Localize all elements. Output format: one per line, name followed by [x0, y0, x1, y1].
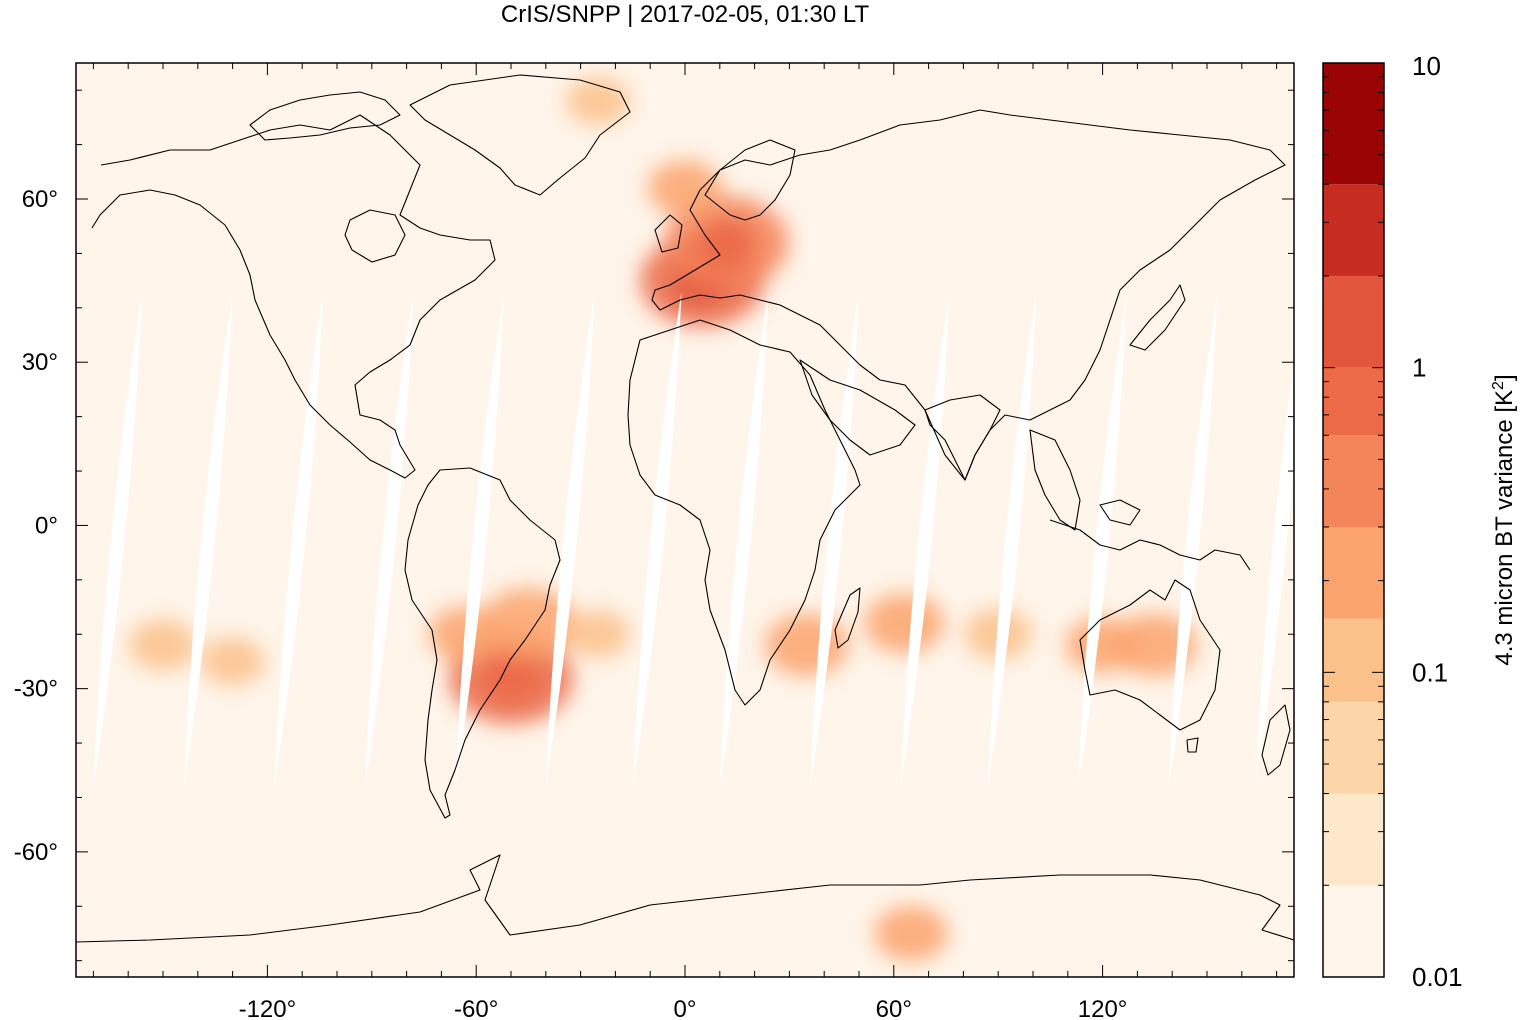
coastline-greenland — [409, 74, 631, 196]
coastline-arabia — [799, 359, 916, 456]
swath-gap — [183, 291, 233, 787]
colorbar-label-main: 4.3 micron BT variance [K — [1491, 390, 1518, 666]
coastline-tasmania — [1186, 737, 1199, 753]
swath-gap — [632, 291, 682, 787]
colorbar-tick-label: 1 — [1412, 353, 1426, 383]
coastline-scandinavia — [704, 139, 796, 221]
swath-gap — [545, 291, 595, 787]
variance-patch — [566, 77, 630, 126]
lon-tick-label: -120° — [239, 996, 297, 1020]
variance-patch — [481, 588, 576, 659]
swath-gap — [1078, 291, 1127, 787]
coastline-british-isles — [654, 214, 683, 253]
variance-patch — [1112, 613, 1197, 677]
coastline-antarctica — [76, 854, 1294, 943]
latitude-axis: 60° 30° 0° -30° -60° — [14, 89, 1294, 962]
coastline-north-america — [91, 114, 496, 479]
variance-patch — [1065, 617, 1140, 673]
longitude-axis: -120° -60° 0° 60° 120° — [92, 63, 1278, 1020]
coastline-south-america — [404, 467, 561, 819]
coastline-india — [924, 394, 1001, 481]
colorbar-bin — [1323, 184, 1384, 276]
coastline-europe-asia — [651, 109, 1286, 481]
colorbar-bin — [1323, 885, 1384, 977]
swath-gap — [810, 291, 859, 787]
colorbar-bin — [1323, 526, 1384, 619]
colorbar-bin — [1323, 63, 1384, 185]
lat-tick-label: -60° — [14, 839, 58, 866]
coastline-japan — [1129, 284, 1186, 351]
lon-tick-label: 60° — [876, 996, 912, 1020]
swath-gap — [93, 291, 143, 787]
lat-tick-label: 30° — [22, 349, 58, 376]
lon-tick-label: 0° — [674, 996, 697, 1020]
colorbar-label: 4.3 micron BT variance [K2] — [1490, 374, 1518, 665]
coastlines — [76, 74, 1294, 943]
colorbar-tick-label: 0.01 — [1412, 962, 1463, 992]
variance-patch — [129, 619, 197, 671]
colorbar-bin — [1323, 367, 1384, 436]
variance-patch — [874, 905, 949, 962]
colorbar-label-end: ] — [1491, 374, 1518, 381]
colorbar-bin — [1323, 275, 1384, 368]
lon-tick-label: -60° — [454, 996, 498, 1020]
colorbar-bin — [1323, 701, 1384, 794]
colorbar-bin — [1323, 793, 1384, 886]
colorbar-label-sup: 2 — [1490, 381, 1507, 390]
variance-patches — [129, 77, 1197, 962]
swath-gap — [987, 291, 1037, 787]
colorbar-bin — [1323, 435, 1384, 527]
variance-patch — [764, 613, 849, 677]
swath-gap — [455, 291, 505, 787]
coastline-new-zealand — [1261, 704, 1291, 776]
swath-gap — [364, 291, 414, 787]
colorbar — [1323, 63, 1384, 977]
variance-patch-core — [695, 217, 758, 268]
variance-patch — [864, 593, 945, 654]
swath-gap — [1255, 362, 1294, 787]
swath-gap — [274, 291, 324, 787]
swath-gap — [719, 291, 769, 787]
colorbar-tick-label: 10 — [1412, 51, 1441, 81]
lat-tick-label: 60° — [22, 186, 58, 213]
swath-gaps — [93, 291, 1294, 787]
colorbar-tick-label: 0.1 — [1412, 657, 1448, 687]
lon-tick-label: 120° — [1078, 996, 1128, 1020]
coastline-africa — [627, 319, 861, 706]
coastline-indonesia — [1049, 499, 1251, 571]
colorbar-frame — [1322, 62, 1385, 978]
coastline-arctic-islands — [249, 91, 401, 141]
variance-patch — [200, 637, 265, 686]
map-title: CrIS/SNPP | 2017-02-05, 01:30 LT — [501, 1, 870, 28]
coastline-hudson-bay — [344, 209, 406, 263]
variance-patch — [648, 160, 722, 216]
coastline-southeast-asia — [1029, 429, 1081, 531]
swath-gap — [1168, 291, 1218, 787]
coastline-australia — [1079, 579, 1221, 731]
colorbar-bin — [1323, 618, 1384, 702]
lat-tick-label: -30° — [14, 676, 58, 703]
coastline-madagascar — [834, 587, 861, 649]
variance-patch-core — [480, 652, 542, 703]
swath-gap — [900, 291, 950, 787]
lat-tick-label: 0° — [35, 512, 58, 539]
colorbar-ticks: 0.01 0.1 1 10 — [1323, 51, 1463, 992]
variance-patch — [566, 610, 630, 659]
